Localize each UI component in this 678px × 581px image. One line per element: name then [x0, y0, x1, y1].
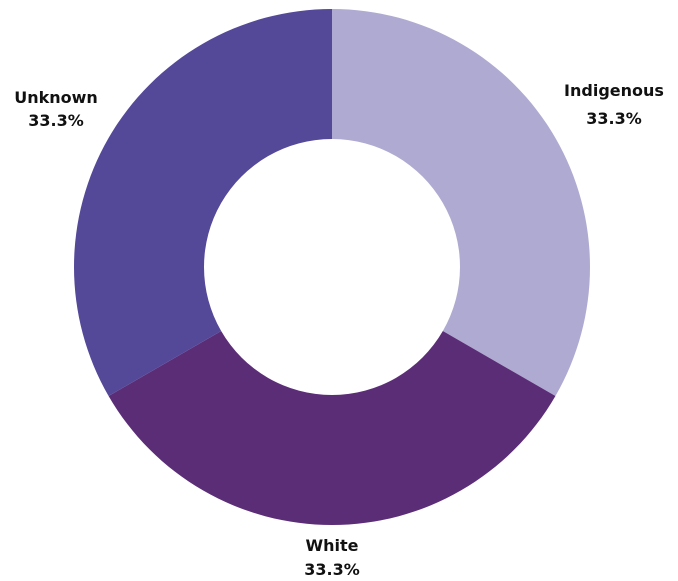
slice-indigenous — [332, 9, 590, 396]
slice-label-unknown: Unknown — [14, 88, 98, 107]
slice-label-indigenous: Indigenous — [564, 81, 664, 100]
slice-value-indigenous: 33.3% — [586, 109, 642, 128]
slice-white — [108, 331, 556, 525]
slice-unknown — [74, 9, 333, 396]
chart-slices — [74, 9, 590, 525]
slice-value-unknown: 33.3% — [28, 111, 84, 130]
slice-label-white: White — [305, 536, 358, 555]
chart-labels: Indigenous 33.3% White 33.3% Unknown 33.… — [14, 81, 664, 579]
slice-value-white: 33.3% — [304, 560, 360, 579]
